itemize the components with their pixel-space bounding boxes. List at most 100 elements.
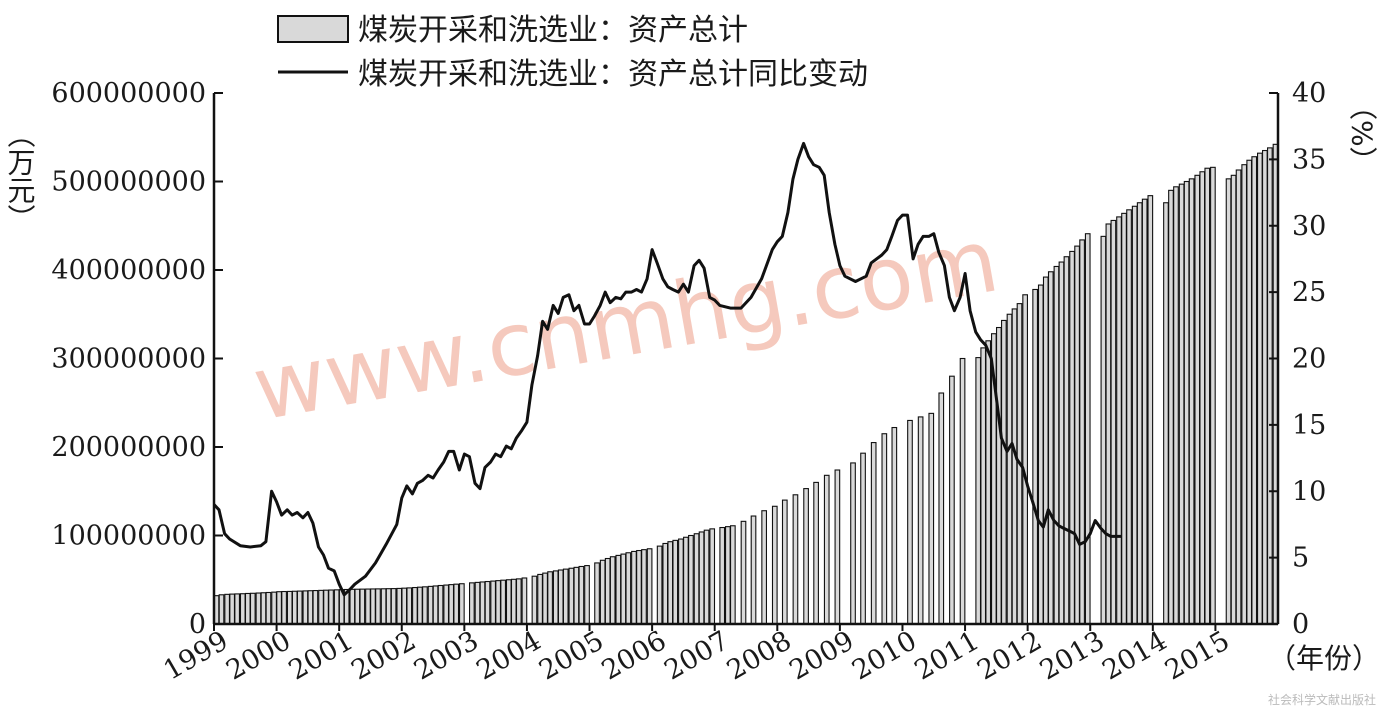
left-ticks: 0 100000000 200000000 300000000 400000000 500… bbox=[51, 78, 223, 640]
bar-23 bbox=[333, 589, 340, 625]
bar-16 bbox=[296, 590, 303, 625]
bar-121 bbox=[1001, 319, 1007, 625]
legend-bar-swatch bbox=[277, 15, 349, 43]
bar-31 bbox=[375, 588, 381, 625]
bar-37 bbox=[406, 587, 413, 625]
right-ticks: 0 5 10 15 20 25 30 35 40 bbox=[1269, 78, 1326, 640]
bar-34 bbox=[390, 588, 397, 625]
bar-93 bbox=[724, 526, 731, 625]
left-tick-label-2: 200000000 bbox=[51, 432, 206, 463]
right-tick-label-2: 10 bbox=[1292, 476, 1326, 507]
bar-90 bbox=[703, 529, 710, 625]
bar-157 bbox=[1225, 178, 1232, 625]
x-tick-label-6: 2005 bbox=[534, 625, 609, 686]
bar-65 bbox=[562, 568, 569, 625]
bar-12 bbox=[276, 591, 282, 625]
bar-162 bbox=[1251, 156, 1258, 625]
x-tick-label-7: 2006 bbox=[597, 625, 672, 686]
bar-2 bbox=[224, 593, 230, 625]
bar-66 bbox=[568, 567, 575, 625]
left-tick-label-1: 100000000 bbox=[51, 521, 206, 552]
right-tick-label-5: 25 bbox=[1292, 277, 1326, 308]
bar-146 bbox=[1147, 195, 1154, 625]
bar-38 bbox=[412, 586, 418, 625]
bar-95 bbox=[740, 520, 747, 625]
bar-89 bbox=[698, 531, 705, 625]
bar-126 bbox=[1032, 288, 1038, 625]
bar-6 bbox=[244, 592, 251, 625]
bar-110 bbox=[907, 419, 913, 625]
right-tick-label-0: 0 bbox=[1292, 609, 1309, 640]
x-tick-label-8: 2007 bbox=[659, 625, 734, 686]
bar-10 bbox=[265, 591, 272, 625]
legend-bar-label: 煤炭开采和洗选业：资产总计 bbox=[358, 13, 748, 48]
bar-112 bbox=[928, 412, 935, 625]
bar-39 bbox=[417, 586, 423, 625]
bar-48 bbox=[469, 582, 475, 625]
bar-17 bbox=[302, 590, 309, 625]
x-tick-label-16: 2015 bbox=[1160, 625, 1235, 686]
x-tick-label-13: 2012 bbox=[972, 625, 1047, 686]
bar-143 bbox=[1131, 205, 1138, 625]
bar-49 bbox=[474, 581, 481, 625]
bar-107 bbox=[870, 442, 877, 625]
bar-120 bbox=[995, 326, 1002, 625]
bar-158 bbox=[1230, 174, 1237, 625]
bar-91 bbox=[709, 528, 716, 625]
bar-82 bbox=[662, 542, 669, 625]
bar-163 bbox=[1257, 152, 1263, 625]
bar-69 bbox=[584, 565, 590, 625]
bar-53 bbox=[495, 580, 502, 625]
bar-29 bbox=[365, 588, 371, 625]
bar-44 bbox=[443, 584, 450, 625]
left-tick-label-0: 0 bbox=[189, 609, 206, 640]
bar-155 bbox=[1204, 167, 1211, 625]
bar-140 bbox=[1116, 216, 1122, 625]
bar-20 bbox=[318, 589, 324, 625]
bar-56 bbox=[510, 578, 517, 625]
bar-70 bbox=[594, 562, 600, 625]
bar-101 bbox=[803, 488, 809, 625]
bar-160 bbox=[1241, 164, 1248, 625]
bar-43 bbox=[437, 584, 444, 625]
bar-145 bbox=[1141, 198, 1148, 625]
x-tick-label-15: 2014 bbox=[1097, 625, 1172, 686]
bar-71 bbox=[599, 559, 606, 625]
right-tick-label-3: 15 bbox=[1292, 410, 1326, 441]
bar-83 bbox=[667, 541, 674, 625]
bar-98 bbox=[771, 505, 778, 625]
bar-46 bbox=[453, 583, 460, 625]
left-unit-label: （万元） bbox=[4, 120, 37, 232]
bar-59 bbox=[531, 575, 538, 625]
left-tick-label-5: 500000000 bbox=[51, 167, 206, 198]
bar-50 bbox=[479, 581, 486, 625]
bar-123 bbox=[1011, 308, 1018, 625]
bar-151 bbox=[1183, 180, 1190, 625]
bar-52 bbox=[490, 580, 496, 625]
bar-77 bbox=[631, 550, 637, 625]
bar-15 bbox=[291, 590, 298, 625]
bar-47 bbox=[458, 583, 465, 625]
bar-104 bbox=[834, 469, 841, 625]
bar-60 bbox=[537, 573, 543, 625]
bar-118 bbox=[985, 340, 992, 625]
bar-128 bbox=[1042, 276, 1049, 625]
right-tick-label-7: 35 bbox=[1292, 144, 1326, 175]
x-tick-label-1: 2000 bbox=[221, 625, 296, 686]
bar-88 bbox=[693, 533, 700, 625]
bar-108 bbox=[881, 433, 888, 625]
left-tick-label-6: 600000000 bbox=[51, 78, 206, 109]
bar-111 bbox=[917, 416, 924, 625]
x-tick-label-9: 2008 bbox=[722, 625, 797, 686]
bar-67 bbox=[573, 566, 580, 625]
bar-26 bbox=[349, 588, 356, 625]
bar-86 bbox=[683, 536, 689, 625]
bar-117 bbox=[980, 347, 987, 625]
bar-114 bbox=[949, 375, 955, 625]
bar-153 bbox=[1194, 174, 1201, 625]
bar-105 bbox=[850, 462, 856, 625]
bar-36 bbox=[401, 587, 408, 625]
bar-137 bbox=[1100, 235, 1107, 625]
x-tick-label-11: 2010 bbox=[847, 625, 922, 686]
